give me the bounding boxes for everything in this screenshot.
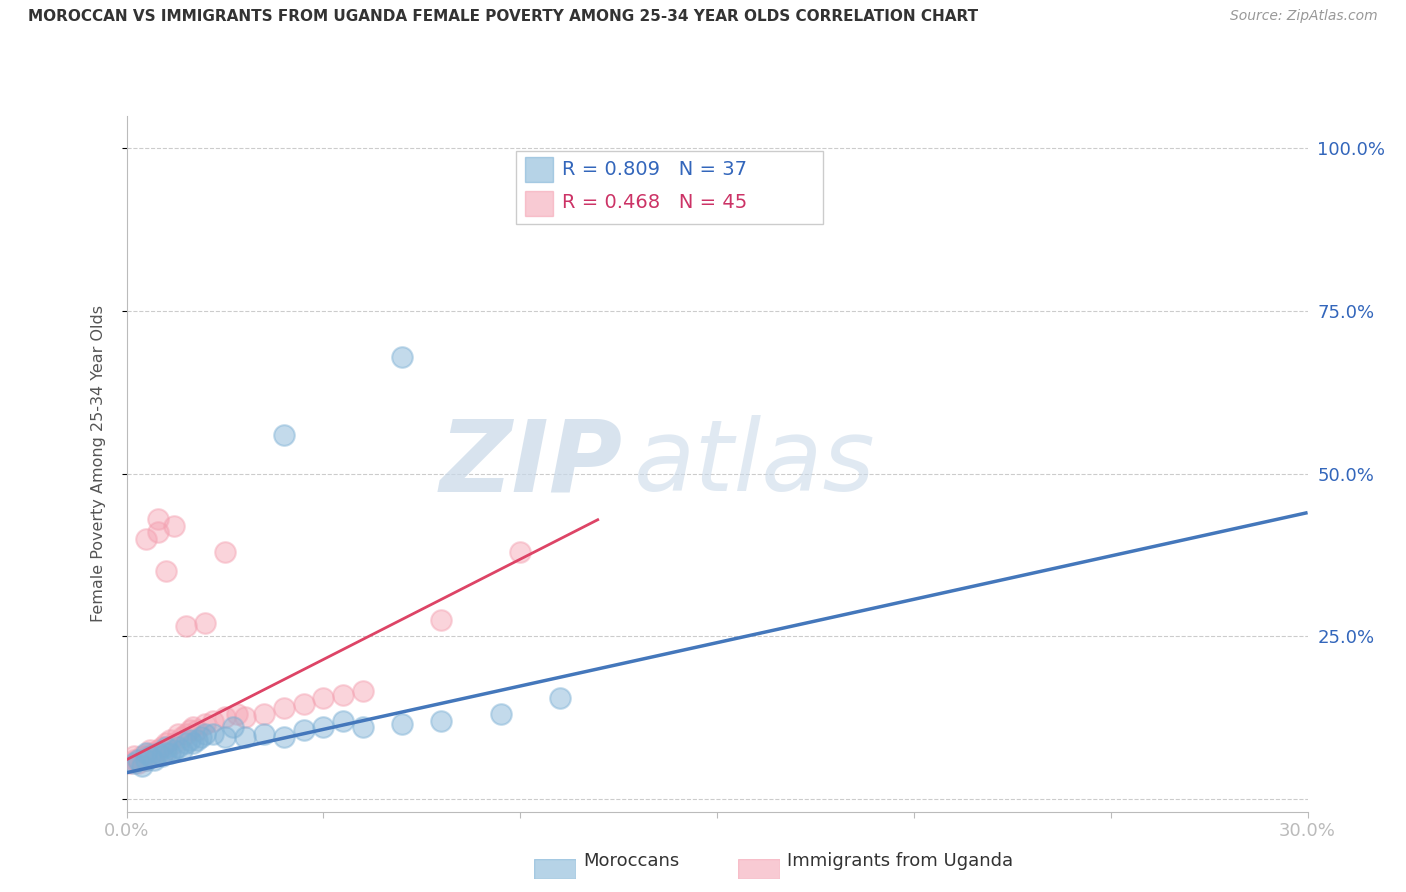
- Point: [143, 746, 166, 760]
- Point: [430, 714, 453, 728]
- Point: [312, 720, 335, 734]
- Point: [135, 753, 157, 767]
- Point: [131, 749, 153, 764]
- FancyBboxPatch shape: [526, 191, 553, 217]
- Point: [150, 739, 173, 754]
- Point: [194, 717, 217, 731]
- Point: [194, 727, 217, 741]
- Point: [159, 746, 181, 760]
- Point: [174, 736, 197, 750]
- Point: [146, 512, 169, 526]
- Point: [135, 749, 157, 764]
- Point: [139, 749, 162, 764]
- Point: [127, 753, 149, 767]
- Point: [124, 749, 146, 764]
- Point: [253, 707, 276, 722]
- Point: [222, 720, 245, 734]
- Point: [352, 720, 374, 734]
- Point: [174, 619, 197, 633]
- Point: [352, 684, 374, 698]
- Point: [253, 727, 276, 741]
- Point: [183, 720, 205, 734]
- Point: [155, 564, 177, 578]
- FancyBboxPatch shape: [526, 157, 553, 182]
- Point: [391, 717, 413, 731]
- Point: [292, 723, 315, 738]
- Point: [166, 739, 188, 754]
- Text: Immigrants from Uganda: Immigrants from Uganda: [787, 852, 1014, 870]
- Point: [163, 518, 186, 533]
- Point: [273, 700, 295, 714]
- Point: [150, 749, 173, 764]
- Point: [163, 736, 186, 750]
- Point: [170, 743, 193, 757]
- Point: [155, 739, 177, 754]
- Text: ZIP: ZIP: [440, 416, 623, 512]
- Point: [135, 746, 157, 760]
- Point: [131, 759, 153, 773]
- Text: atlas: atlas: [634, 416, 876, 512]
- Point: [214, 544, 236, 558]
- Point: [135, 753, 157, 767]
- Point: [146, 525, 169, 540]
- Point: [166, 727, 188, 741]
- Point: [127, 756, 149, 770]
- Point: [124, 756, 146, 770]
- Point: [489, 707, 512, 722]
- Point: [135, 532, 157, 546]
- FancyBboxPatch shape: [534, 859, 576, 879]
- Point: [159, 733, 181, 747]
- Point: [332, 714, 354, 728]
- Point: [146, 743, 169, 757]
- Point: [233, 730, 256, 744]
- Text: MOROCCAN VS IMMIGRANTS FROM UGANDA FEMALE POVERTY AMONG 25-34 YEAR OLDS CORRELAT: MOROCCAN VS IMMIGRANTS FROM UGANDA FEMAL…: [28, 9, 979, 24]
- Point: [190, 730, 212, 744]
- Point: [214, 730, 236, 744]
- Text: Source: ZipAtlas.com: Source: ZipAtlas.com: [1230, 9, 1378, 23]
- Point: [155, 736, 177, 750]
- Point: [120, 756, 142, 770]
- Point: [273, 427, 295, 442]
- Point: [143, 753, 166, 767]
- Point: [155, 743, 177, 757]
- Point: [194, 616, 217, 631]
- FancyBboxPatch shape: [738, 859, 780, 879]
- Point: [548, 690, 571, 705]
- Point: [186, 733, 208, 747]
- Point: [146, 746, 169, 760]
- Point: [155, 746, 177, 760]
- Point: [186, 723, 208, 738]
- Point: [233, 710, 256, 724]
- Point: [139, 746, 162, 760]
- Point: [143, 749, 166, 764]
- Point: [139, 743, 162, 757]
- Point: [179, 733, 201, 747]
- Point: [127, 753, 149, 767]
- Point: [179, 723, 201, 738]
- Point: [273, 730, 295, 744]
- Point: [214, 710, 236, 724]
- Point: [225, 707, 247, 722]
- Point: [430, 613, 453, 627]
- Point: [170, 730, 193, 744]
- Point: [292, 698, 315, 712]
- Point: [183, 736, 205, 750]
- Point: [202, 727, 225, 741]
- Y-axis label: Female Poverty Among 25-34 Year Olds: Female Poverty Among 25-34 Year Olds: [91, 305, 105, 623]
- Point: [202, 714, 225, 728]
- Text: R = 0.809   N = 37: R = 0.809 N = 37: [562, 160, 748, 179]
- Point: [509, 544, 531, 558]
- Point: [391, 350, 413, 364]
- Point: [332, 688, 354, 702]
- Text: Moroccans: Moroccans: [583, 852, 679, 870]
- Point: [312, 690, 335, 705]
- Text: R = 0.468   N = 45: R = 0.468 N = 45: [562, 194, 748, 212]
- Point: [174, 727, 197, 741]
- Point: [124, 753, 146, 767]
- Point: [163, 743, 186, 757]
- FancyBboxPatch shape: [516, 151, 824, 224]
